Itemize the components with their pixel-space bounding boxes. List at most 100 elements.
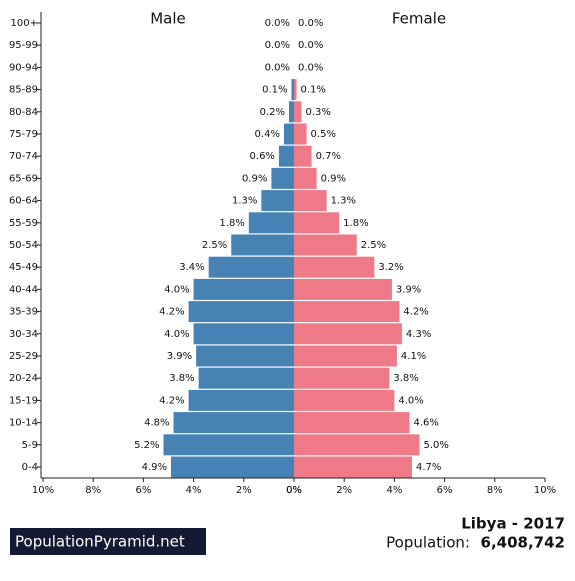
female-bar	[294, 101, 302, 123]
brand-box	[10, 528, 206, 555]
male-bar	[283, 123, 294, 145]
value-label: 4.0%	[164, 284, 189, 295]
value-label: 0.1%	[262, 85, 287, 96]
x-tick-label: 0%	[286, 485, 302, 496]
value-label: 4.1%	[401, 351, 426, 362]
value-label: 3.8%	[393, 373, 418, 384]
value-label: 0.0%	[298, 18, 323, 29]
male-header: Male	[150, 10, 186, 28]
female-bar	[294, 167, 317, 189]
value-label: 0.4%	[255, 129, 280, 140]
male-bar	[248, 212, 294, 234]
male-bar	[188, 301, 294, 323]
title: Libya - 2017	[461, 515, 565, 533]
male-bar	[196, 345, 294, 367]
y-tick-label: 50-54	[9, 240, 38, 251]
female-bar	[294, 389, 395, 411]
y-tick-label: 15-19	[9, 395, 38, 406]
female-bar	[294, 323, 402, 345]
value-label: 0.2%	[260, 107, 285, 118]
y-tick-label: 40-44	[9, 284, 38, 295]
y-tick-label: 90-94	[9, 62, 38, 73]
value-label: 2.5%	[361, 240, 386, 251]
value-label: 0.0%	[265, 40, 290, 51]
x-tick-label: 0%	[286, 485, 302, 496]
value-label: 4.7%	[416, 462, 441, 473]
female-bar	[294, 412, 410, 434]
y-tick-label: 95-99	[9, 40, 38, 51]
x-tick-label: 2%	[336, 485, 352, 496]
female-bar	[294, 367, 390, 389]
male-bar	[163, 434, 294, 456]
male-bar	[173, 412, 294, 434]
value-label: 1.3%	[232, 196, 257, 207]
male-bar	[261, 190, 294, 212]
value-label: 4.3%	[406, 329, 431, 340]
value-label: 3.2%	[378, 262, 403, 273]
y-tick-label: 30-34	[9, 329, 38, 340]
value-label: 0.6%	[250, 151, 275, 162]
value-label: 4.0%	[164, 329, 189, 340]
value-label: 4.2%	[403, 307, 428, 318]
value-label: 4.2%	[159, 395, 184, 406]
x-tick-label: 8%	[487, 485, 503, 496]
female-bar	[294, 256, 375, 278]
y-tick-label: 100+	[11, 18, 38, 29]
female-bar	[294, 123, 307, 145]
female-bar	[294, 434, 420, 456]
y-tick-label: 80-84	[9, 107, 38, 118]
y-tick-label: 20-24	[9, 373, 38, 384]
y-tick-label: 25-29	[9, 351, 38, 362]
value-label: 0.0%	[265, 18, 290, 29]
male-bar	[193, 323, 294, 345]
x-tick-label: 6%	[437, 485, 453, 496]
y-tick-label: 0-4	[22, 462, 38, 473]
male-bar	[288, 101, 294, 123]
y-tick-label: 65-69	[9, 173, 38, 184]
value-label: 0.7%	[316, 151, 341, 162]
male-bar	[271, 167, 294, 189]
male-bar	[188, 389, 294, 411]
y-tick-label: 60-64	[9, 196, 38, 207]
female-bar	[294, 301, 400, 323]
male-bar	[208, 256, 294, 278]
population-label: Population:	[386, 534, 470, 552]
value-label: 0.0%	[298, 40, 323, 51]
female-bar	[294, 190, 327, 212]
value-label: 4.6%	[413, 418, 438, 429]
y-tick-label: 5-9	[22, 440, 38, 451]
female-bar	[294, 212, 340, 234]
value-label: 0.3%	[306, 107, 331, 118]
value-label: 4.2%	[159, 307, 184, 318]
male-bar	[291, 79, 294, 101]
female-bar	[294, 234, 357, 256]
value-label: 3.9%	[167, 351, 192, 362]
value-label: 5.0%	[424, 440, 449, 451]
value-label: 1.3%	[331, 196, 356, 207]
x-tick-label: 4%	[386, 485, 402, 496]
value-label: 1.8%	[343, 218, 368, 229]
male-bar	[198, 367, 294, 389]
value-label: 2.5%	[202, 240, 227, 251]
y-tick-label: 70-74	[9, 151, 38, 162]
male-bar	[193, 278, 294, 300]
value-label: 4.0%	[398, 395, 423, 406]
x-tick-label: 10%	[32, 485, 54, 496]
brand: PopulationPyramid.net	[15, 533, 185, 551]
female-bar	[294, 145, 312, 167]
y-tick-label: 55-59	[9, 218, 38, 229]
y-tick-label: 10-14	[9, 418, 38, 429]
x-tick-label: 8%	[85, 485, 101, 496]
female-bar	[294, 79, 297, 101]
value-label: 5.2%	[134, 440, 159, 451]
value-label: 0.1%	[301, 85, 326, 96]
value-label: 4.9%	[142, 462, 167, 473]
y-tick-label: 35-39	[9, 307, 38, 318]
population: 6,408,742	[481, 534, 565, 552]
value-label: 0.9%	[321, 173, 346, 184]
value-label: 4.8%	[144, 418, 169, 429]
male-bar	[171, 456, 294, 478]
x-tick-label: 10%	[534, 485, 556, 496]
x-tick-label: 6%	[135, 485, 151, 496]
